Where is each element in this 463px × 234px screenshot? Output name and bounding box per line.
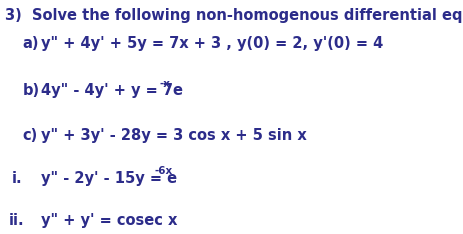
Text: a): a) bbox=[23, 36, 39, 51]
Text: c): c) bbox=[23, 128, 38, 143]
Text: y" + 4y' + 5y = 7x + 3 , y(0) = 2, y'(0) = 4: y" + 4y' + 5y = 7x + 3 , y(0) = 2, y'(0)… bbox=[41, 36, 382, 51]
Text: y" - 2y' - 15y = e: y" - 2y' - 15y = e bbox=[41, 171, 176, 186]
Text: -x: -x bbox=[159, 79, 170, 88]
Text: y" + 3y' - 28y = 3 cos x + 5 sin x: y" + 3y' - 28y = 3 cos x + 5 sin x bbox=[41, 128, 306, 143]
Text: 3)  Solve the following non-homogenous differential equation:: 3) Solve the following non-homogenous di… bbox=[6, 8, 463, 23]
Text: y" + y' = cosec x: y" + y' = cosec x bbox=[41, 213, 176, 228]
Text: i.: i. bbox=[12, 171, 22, 186]
Text: 4y" - 4y' + y = 7e: 4y" - 4y' + y = 7e bbox=[41, 83, 182, 98]
Text: ii.: ii. bbox=[9, 213, 25, 228]
Text: b): b) bbox=[23, 83, 40, 98]
Text: -6x: -6x bbox=[154, 166, 172, 176]
